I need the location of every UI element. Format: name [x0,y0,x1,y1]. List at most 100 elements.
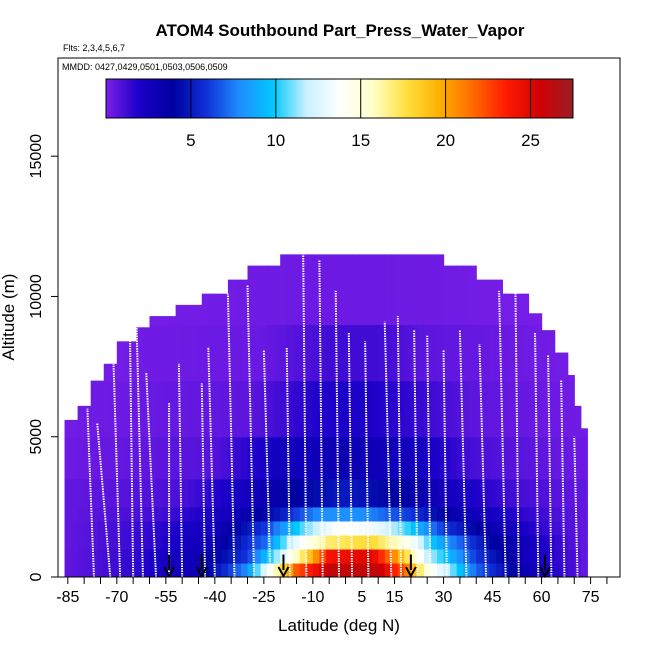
heatmap-cell [371,324,379,382]
heatmap-cell [450,436,458,480]
heatmap-cell [267,478,275,508]
heatmap-cell [528,324,536,382]
heatmap-cell [456,534,464,550]
heatmap-cell [293,506,301,522]
heatmap-cell [188,562,196,577]
heatmap-cell [162,324,170,382]
heatmap-cell [123,380,131,438]
heatmap-cell [110,548,118,564]
heatmap-cell [103,548,111,564]
flight-profile [534,332,540,577]
heatmap-cell [123,341,131,382]
heatmap-cell [541,330,549,382]
heatmap-cell [456,436,464,480]
heatmap-cell [332,520,340,536]
heatmap-cell [404,506,412,522]
heatmap-cell [77,548,85,564]
heatmap-cell [358,548,366,564]
heatmap-cell [521,293,530,326]
heatmap-cell [450,520,458,536]
heatmap-cell [240,534,249,550]
heatmap-cell [129,341,138,382]
heatmap-cell [508,436,517,480]
heatmap-cell [456,520,464,536]
heatmap-cell [90,436,98,480]
heatmap-cell [548,380,556,438]
heatmap-cell [254,548,262,564]
heatmap-cell [489,478,497,508]
heatmap-cell [162,436,170,480]
heatmap-cell [548,436,556,480]
heatmap-cell [240,548,249,564]
heatmap-cell [103,534,111,550]
x-tick-label: 60 [533,589,551,606]
heatmap-cell [410,254,419,326]
heatmap-cell [410,324,419,382]
heatmap-cell [182,478,190,508]
heatmap-cell [227,478,236,508]
flight-profile [547,355,553,577]
heatmap-cell [325,534,334,550]
heatmap-cell [489,436,497,480]
flight-profile [145,372,158,577]
heatmap-cell [384,562,392,577]
heatmap-cell [423,506,432,522]
heatmap-cell [430,520,438,536]
heatmap-cell [306,520,314,536]
heatmap-cell [299,254,307,326]
heatmap-cell [469,534,477,550]
flight-profile [135,318,144,577]
heatmap-cell [77,405,85,438]
chart-title: ATOM4 Southbound Part_Press_Water_Vapor [155,21,524,40]
heatmap-cell [352,562,360,577]
heatmap-cell [188,548,196,564]
heatmap-cell [97,534,105,550]
heatmap-cell [169,316,177,326]
heatmap-cell [103,363,111,382]
heatmap-cell [156,562,164,577]
heatmap-cell [352,436,360,480]
heatmap-cell [254,478,262,508]
heatmap-cell [188,324,196,382]
heatmap-cell [450,506,458,522]
heatmap-cell [437,254,445,326]
heatmap-cell [71,520,79,536]
heatmap-cell [430,562,438,577]
heatmap-cell [528,534,536,550]
heatmap-cell [312,478,320,508]
heatmap-cell [182,380,190,438]
heatmap-cell [306,534,314,550]
heatmap-cell [391,520,399,536]
heatmap-cell [574,506,582,522]
heatmap-cell [489,534,497,550]
x-tick-label: 5 [357,589,366,606]
heatmap-cell [365,436,373,480]
heatmap-cell [84,478,92,508]
heatmap-cell [64,419,72,438]
heatmap-cell [142,478,151,508]
heatmap-cell [378,534,386,550]
heatmap-cell [247,265,255,326]
heatmap-cell [214,548,222,564]
heatmap-cell [319,380,327,438]
heatmap-cell [90,520,98,536]
heatmap-cell [260,562,268,577]
heatmap-cell [450,478,458,508]
heatmap-cell [417,436,425,480]
heatmap-cell [77,534,85,550]
heatmap-cell [515,478,523,508]
heatmap-cell [221,562,229,577]
heatmap-cell [90,478,98,508]
heatmap-cell [182,562,190,577]
heatmap-cell [129,534,138,550]
heatmap-cell [90,562,98,577]
heatmap-cell [312,548,320,564]
heatmap-cell [515,562,523,577]
heatmap-cell [365,506,373,522]
heatmap-cell [521,478,530,508]
heatmap-cell [339,506,347,522]
heatmap-cell [450,548,458,564]
heatmap-cell [437,534,445,550]
heatmap-cell [548,520,556,536]
heatmap-cell [476,436,484,480]
